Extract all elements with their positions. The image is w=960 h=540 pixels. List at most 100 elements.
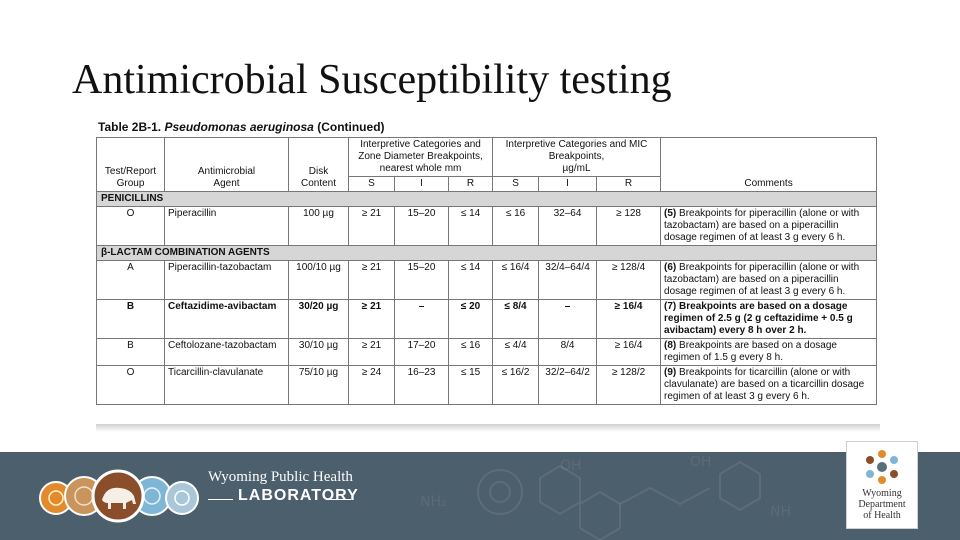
wordmark-rule-right bbox=[326, 499, 351, 500]
cell-mic-i: 32/2–64/2 bbox=[538, 365, 598, 405]
cell-disk: 30/10 µg bbox=[288, 338, 349, 366]
comment-number: (8) bbox=[664, 340, 677, 351]
cell-zone-s: ≥ 21 bbox=[348, 299, 395, 339]
wdh-wordmark: Wyoming Department of Health bbox=[847, 488, 917, 521]
caption-suffix: (Continued) bbox=[317, 120, 385, 134]
comment-text: Breakpoints for piperacillin (alone or w… bbox=[664, 208, 860, 243]
cell-mic-s: ≤ 4/4 bbox=[492, 338, 540, 366]
comment-text: Breakpoints for ticarcillin (alone or wi… bbox=[664, 367, 865, 402]
cell-group: A bbox=[96, 260, 165, 300]
molecule-watermark bbox=[477, 460, 761, 540]
wdh-logo: Wyoming Department of Health bbox=[846, 441, 918, 529]
cell-mic-r: ≥ 16/4 bbox=[596, 299, 662, 339]
cell-mic-r: ≥ 128 bbox=[596, 206, 662, 246]
cell-agent: Ceftazidime-avibactam bbox=[164, 299, 289, 339]
wordmark-rule-left bbox=[208, 499, 233, 500]
table-row: B Ceftolozane-tazobactam 30/10 µg ≥ 21 17–20… bbox=[96, 338, 878, 366]
table-row: A Piperacillin-tazobactam 100/10 µg ≥ 21 15–… bbox=[96, 260, 878, 300]
cell-comment: (6) Breakpoints for piperacillin (alone … bbox=[660, 260, 878, 300]
comment-number: (5) bbox=[664, 208, 677, 219]
molecule-watermark: NH bbox=[770, 504, 791, 520]
wyphl-wordmark: Wyoming Public Health LABORATORY bbox=[208, 469, 359, 505]
cell-disk: 75/10 µg bbox=[288, 365, 349, 405]
wdh-line1: Wyoming bbox=[862, 488, 902, 499]
header-mic: Interpretive Categories and MIC Breakpoin… bbox=[492, 137, 662, 177]
header-group: Test/Report Group bbox=[96, 137, 165, 192]
cell-mic-s: ≤ 16/2 bbox=[492, 365, 540, 405]
cell-mic-i: 8/4 bbox=[538, 338, 598, 366]
breakpoint-table: Test/Report Group Antimicrobial Agent Disk… bbox=[96, 137, 878, 405]
wdh-emblem-icon bbox=[866, 450, 898, 484]
header-zone: Interpretive Categories and Zone Diameter… bbox=[347, 137, 494, 177]
slide-title: Antimicrobial Susceptibility testing bbox=[72, 57, 672, 103]
comment-number: (7) bbox=[664, 301, 677, 312]
cell-zone-i: 16–23 bbox=[394, 365, 449, 405]
header-zone-s: S bbox=[348, 176, 395, 192]
cell-group: B bbox=[96, 299, 165, 339]
comment-text: Breakpoints for piperacillin (alone or w… bbox=[664, 262, 860, 297]
cell-comment: (9) Breakpoints for ticarcillin (alone o… bbox=[660, 365, 878, 405]
cell-disk: 30/20 µg bbox=[288, 299, 349, 339]
section-label: β-LACTAM COMBINATION AGENTS bbox=[96, 245, 878, 261]
cell-mic-i: 32/4–64/4 bbox=[538, 260, 598, 300]
cell-zone-i: 17–20 bbox=[394, 338, 449, 366]
header-mic-s: S bbox=[492, 176, 540, 192]
table-crop-edge bbox=[96, 424, 880, 432]
cell-agent: Ceftolozane-tazobactam bbox=[164, 338, 289, 366]
cell-zone-s: ≥ 21 bbox=[348, 260, 395, 300]
section-label: PENICILLINS bbox=[96, 191, 878, 207]
header-zone-r: R bbox=[447, 176, 494, 192]
table-caption: Table 2B-1. Pseudomonas aeruginosa (Cont… bbox=[98, 120, 880, 134]
lab-name-line1: Wyoming Public Health bbox=[208, 469, 353, 485]
header-disk: Disk Content bbox=[288, 137, 349, 192]
cell-zone-i: – bbox=[394, 299, 449, 339]
comment-text: Breakpoints are based on a dosage regime… bbox=[664, 340, 837, 363]
comment-number: (6) bbox=[664, 262, 677, 273]
cell-zone-s: ≥ 21 bbox=[348, 206, 395, 246]
table-row: O Ticarcillin-clavulanate 75/10 µg ≥ 24 16–2… bbox=[96, 365, 878, 405]
cell-zone-s: ≥ 21 bbox=[348, 338, 395, 366]
section-row: β-LACTAM COMBINATION AGENTS bbox=[96, 245, 878, 261]
cell-group: O bbox=[96, 206, 165, 246]
table-row: O Piperacillin 100 µg ≥ 21 15–20 ≤ 14 ≤ 16 32–6… bbox=[96, 206, 878, 246]
cell-mic-r: ≥ 128/2 bbox=[596, 365, 662, 405]
cell-agent: Piperacillin-tazobactam bbox=[164, 260, 289, 300]
comment-number: (9) bbox=[664, 367, 677, 378]
section-row: PENICILLINS bbox=[96, 191, 878, 207]
header-comments: Comments bbox=[660, 137, 878, 192]
header-mic-i: I bbox=[538, 176, 598, 192]
cell-group: B bbox=[96, 338, 165, 366]
cell-zone-r: ≤ 20 bbox=[447, 299, 494, 339]
cell-group: O bbox=[96, 365, 165, 405]
lab-name-line2: LABORATORY bbox=[238, 487, 359, 504]
breakpoint-table-image: Table 2B-1. Pseudomonas aeruginosa (Cont… bbox=[96, 118, 880, 430]
header-mic-r: R bbox=[596, 176, 662, 192]
cell-mic-s: ≤ 8/4 bbox=[492, 299, 540, 339]
cell-agent: Ticarcillin-clavulanate bbox=[164, 365, 289, 405]
header-zone-i: I bbox=[394, 176, 449, 192]
molecule-watermark: NH₂ bbox=[420, 494, 447, 510]
molecule-watermark: OH bbox=[560, 458, 582, 474]
wdh-line2: Department bbox=[858, 499, 906, 510]
cell-zone-r: ≤ 15 bbox=[447, 365, 494, 405]
cell-agent: Piperacillin bbox=[164, 206, 289, 246]
cell-zone-i: 15–20 bbox=[394, 206, 449, 246]
caption-prefix: Table 2B-1. bbox=[98, 120, 162, 134]
comment-text: Breakpoints are based on a dosage regime… bbox=[664, 301, 853, 336]
cell-comment: (8) Breakpoints are based on a dosage re… bbox=[660, 338, 878, 366]
wdh-line3: of Health bbox=[863, 510, 901, 521]
cell-zone-s: ≥ 24 bbox=[348, 365, 395, 405]
caption-organism: Pseudomonas aeruginosa bbox=[164, 120, 314, 134]
cell-mic-i: – bbox=[538, 299, 598, 339]
wyphl-logo bbox=[39, 469, 199, 523]
table-row: B Ceftazidime-avibactam 30/20 µg ≥ 21– ≤ 20 ≤… bbox=[96, 299, 878, 339]
table-body: PENICILLINS O Piperacillin 100 µg ≥ 21 15–20 ≤… bbox=[96, 191, 878, 405]
footer-band: OH OH NH₂ NH Wyoming Public Health LABOR… bbox=[0, 452, 960, 540]
cell-zone-r: ≤ 14 bbox=[447, 260, 494, 300]
cell-comment: (5) Breakpoints for piperacillin (alone … bbox=[660, 206, 878, 246]
cell-mic-i: 32–64 bbox=[538, 206, 598, 246]
cell-mic-r: ≥ 128/4 bbox=[596, 260, 662, 300]
cell-mic-r: ≥ 16/4 bbox=[596, 338, 662, 366]
cell-mic-s: ≤ 16 bbox=[492, 206, 540, 246]
cell-disk: 100 µg bbox=[288, 206, 349, 246]
